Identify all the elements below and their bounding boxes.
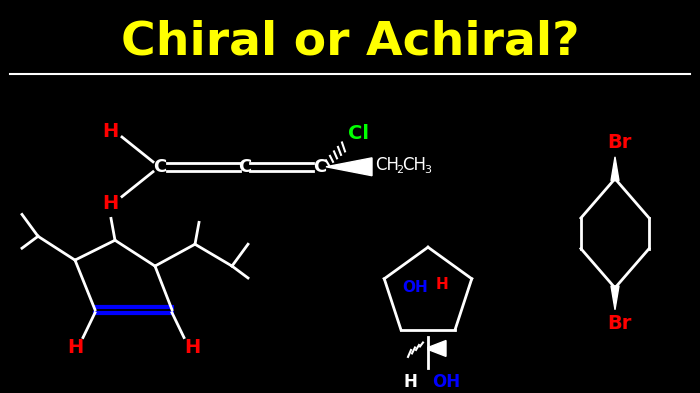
Text: H: H: [435, 277, 449, 292]
Text: CH: CH: [402, 156, 426, 174]
Text: Chiral or Achiral?: Chiral or Achiral?: [120, 19, 580, 64]
Text: CH: CH: [375, 156, 399, 174]
Text: Br: Br: [607, 134, 631, 152]
Text: 2: 2: [396, 165, 403, 175]
Text: H: H: [67, 338, 83, 357]
Text: Cl: Cl: [348, 123, 369, 143]
Polygon shape: [611, 286, 619, 310]
Text: H: H: [102, 121, 118, 141]
Text: C: C: [153, 158, 167, 176]
Text: 3: 3: [424, 165, 431, 175]
Text: H: H: [403, 373, 417, 391]
Text: OH: OH: [432, 373, 460, 391]
Text: H: H: [184, 338, 200, 357]
Polygon shape: [428, 340, 446, 356]
Polygon shape: [326, 158, 372, 176]
Text: C: C: [314, 158, 327, 176]
Text: OH: OH: [402, 280, 428, 296]
Text: C: C: [239, 158, 251, 176]
Text: H: H: [102, 194, 118, 213]
Text: Br: Br: [607, 314, 631, 333]
Polygon shape: [611, 157, 619, 181]
